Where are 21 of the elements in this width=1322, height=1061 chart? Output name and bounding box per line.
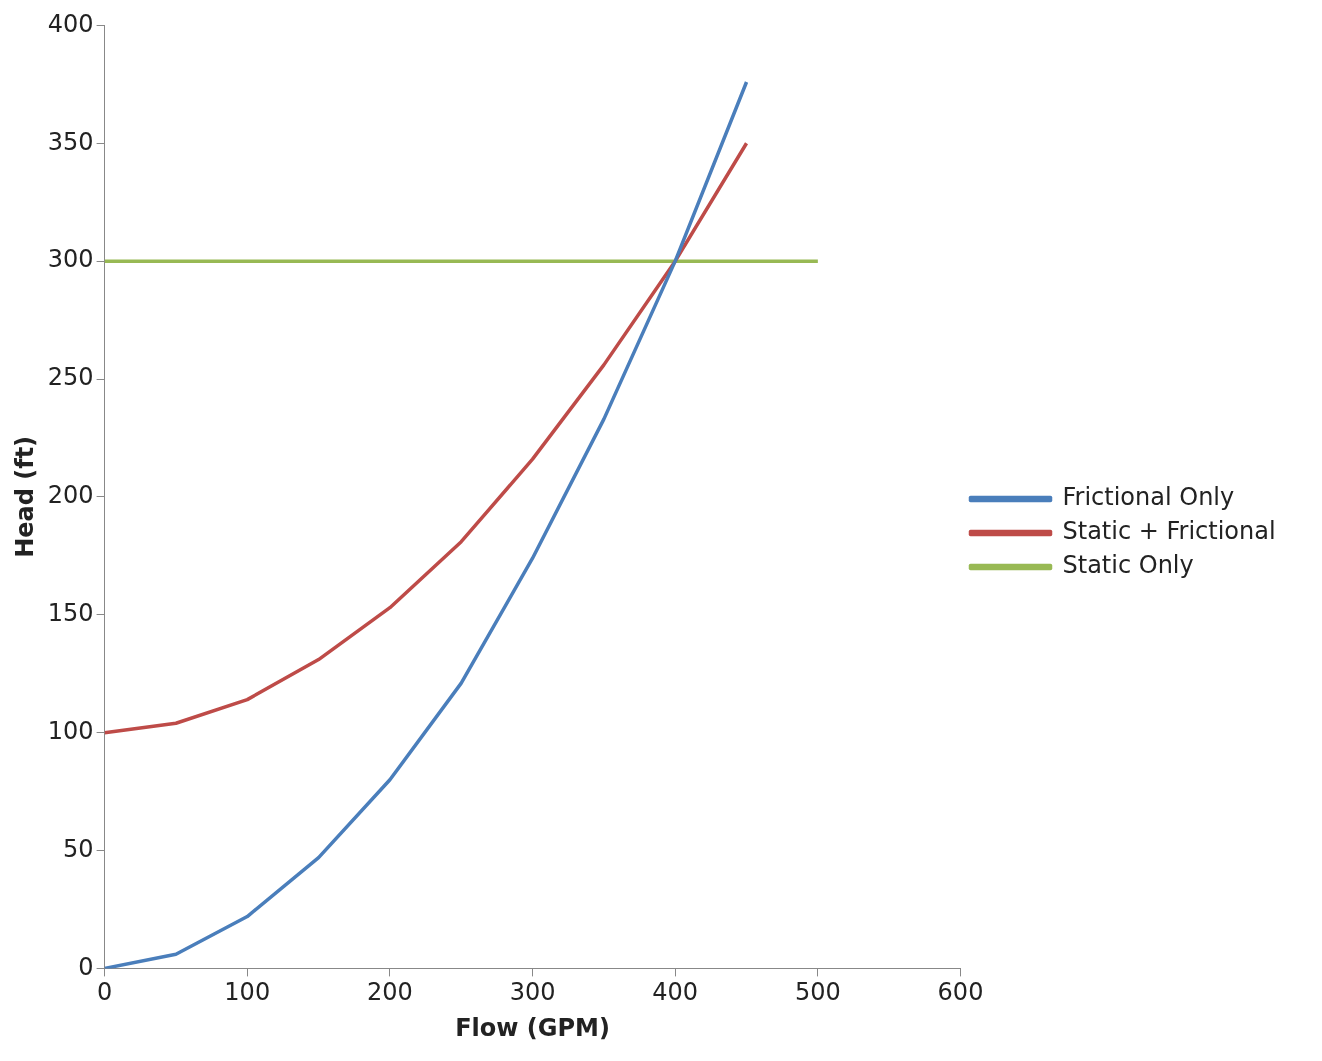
legend-label: Static Only: [1062, 551, 1194, 580]
x-tick-label: 100: [224, 978, 271, 1007]
x-tick-label: 300: [509, 978, 556, 1007]
y-axis-title: Head (ft): [10, 435, 39, 558]
y-tick-label: 200: [47, 481, 94, 510]
y-tick-label: 0: [78, 952, 94, 981]
x-tick-label: 400: [652, 978, 699, 1007]
legend-label: Frictional Only: [1062, 483, 1235, 512]
y-tick-label: 400: [47, 9, 94, 38]
x-tick-label: 600: [937, 978, 984, 1007]
y-tick-label: 300: [47, 245, 94, 274]
y-tick-label: 100: [47, 716, 94, 745]
y-tick-label: 250: [47, 363, 94, 392]
x-tick-label: 500: [794, 978, 841, 1007]
y-tick-label: 350: [47, 127, 94, 156]
x-tick-label: 200: [367, 978, 413, 1007]
x-axis-title: Flow (GPM): [455, 1013, 610, 1042]
x-tick-label: 0: [96, 978, 113, 1007]
y-tick-label: 50: [63, 834, 94, 863]
y-tick-label: 150: [47, 599, 94, 628]
legend-label: Static + Frictional: [1062, 517, 1276, 546]
